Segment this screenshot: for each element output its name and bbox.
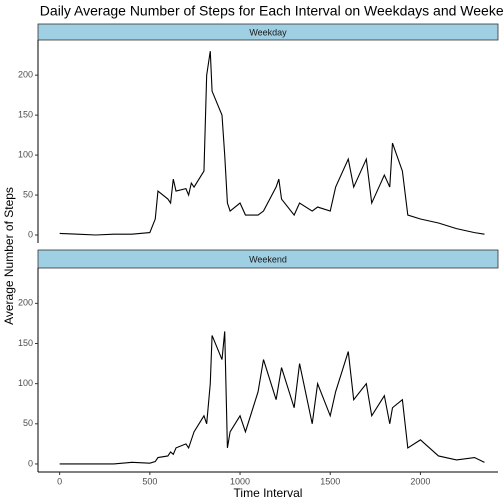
y-tick-label: 150 [18, 110, 33, 120]
data-line [59, 51, 485, 236]
y-tick-label: 0 [28, 458, 33, 468]
y-tick-label: 100 [18, 378, 33, 388]
x-tick-label: 2000 [410, 476, 430, 486]
y-tick-label: 200 [18, 70, 33, 80]
data-line [59, 331, 485, 465]
chart-title: Daily Average Number of Steps for Each I… [40, 3, 504, 19]
y-tick-label: 0 [28, 229, 33, 239]
y-tick-label: 150 [18, 338, 33, 348]
x-tick-label: 0 [57, 476, 62, 486]
x-tick-label: 1500 [320, 476, 340, 486]
y-tick-label: 100 [18, 149, 33, 159]
y-tick-label: 50 [23, 418, 33, 428]
facet-strip [37, 23, 499, 41]
y-axis-label: Average Number of Steps [2, 187, 16, 325]
facet-label: Weekend [249, 254, 287, 264]
y-tick-label: 200 [18, 298, 33, 308]
x-axis-label: Time Interval [234, 486, 303, 500]
y-tick-label: 50 [23, 189, 33, 199]
x-tick-label: 1000 [230, 476, 250, 486]
x-tick-label: 500 [142, 476, 157, 486]
facet-label: Weekday [249, 27, 287, 37]
facet-strip [37, 249, 499, 269]
